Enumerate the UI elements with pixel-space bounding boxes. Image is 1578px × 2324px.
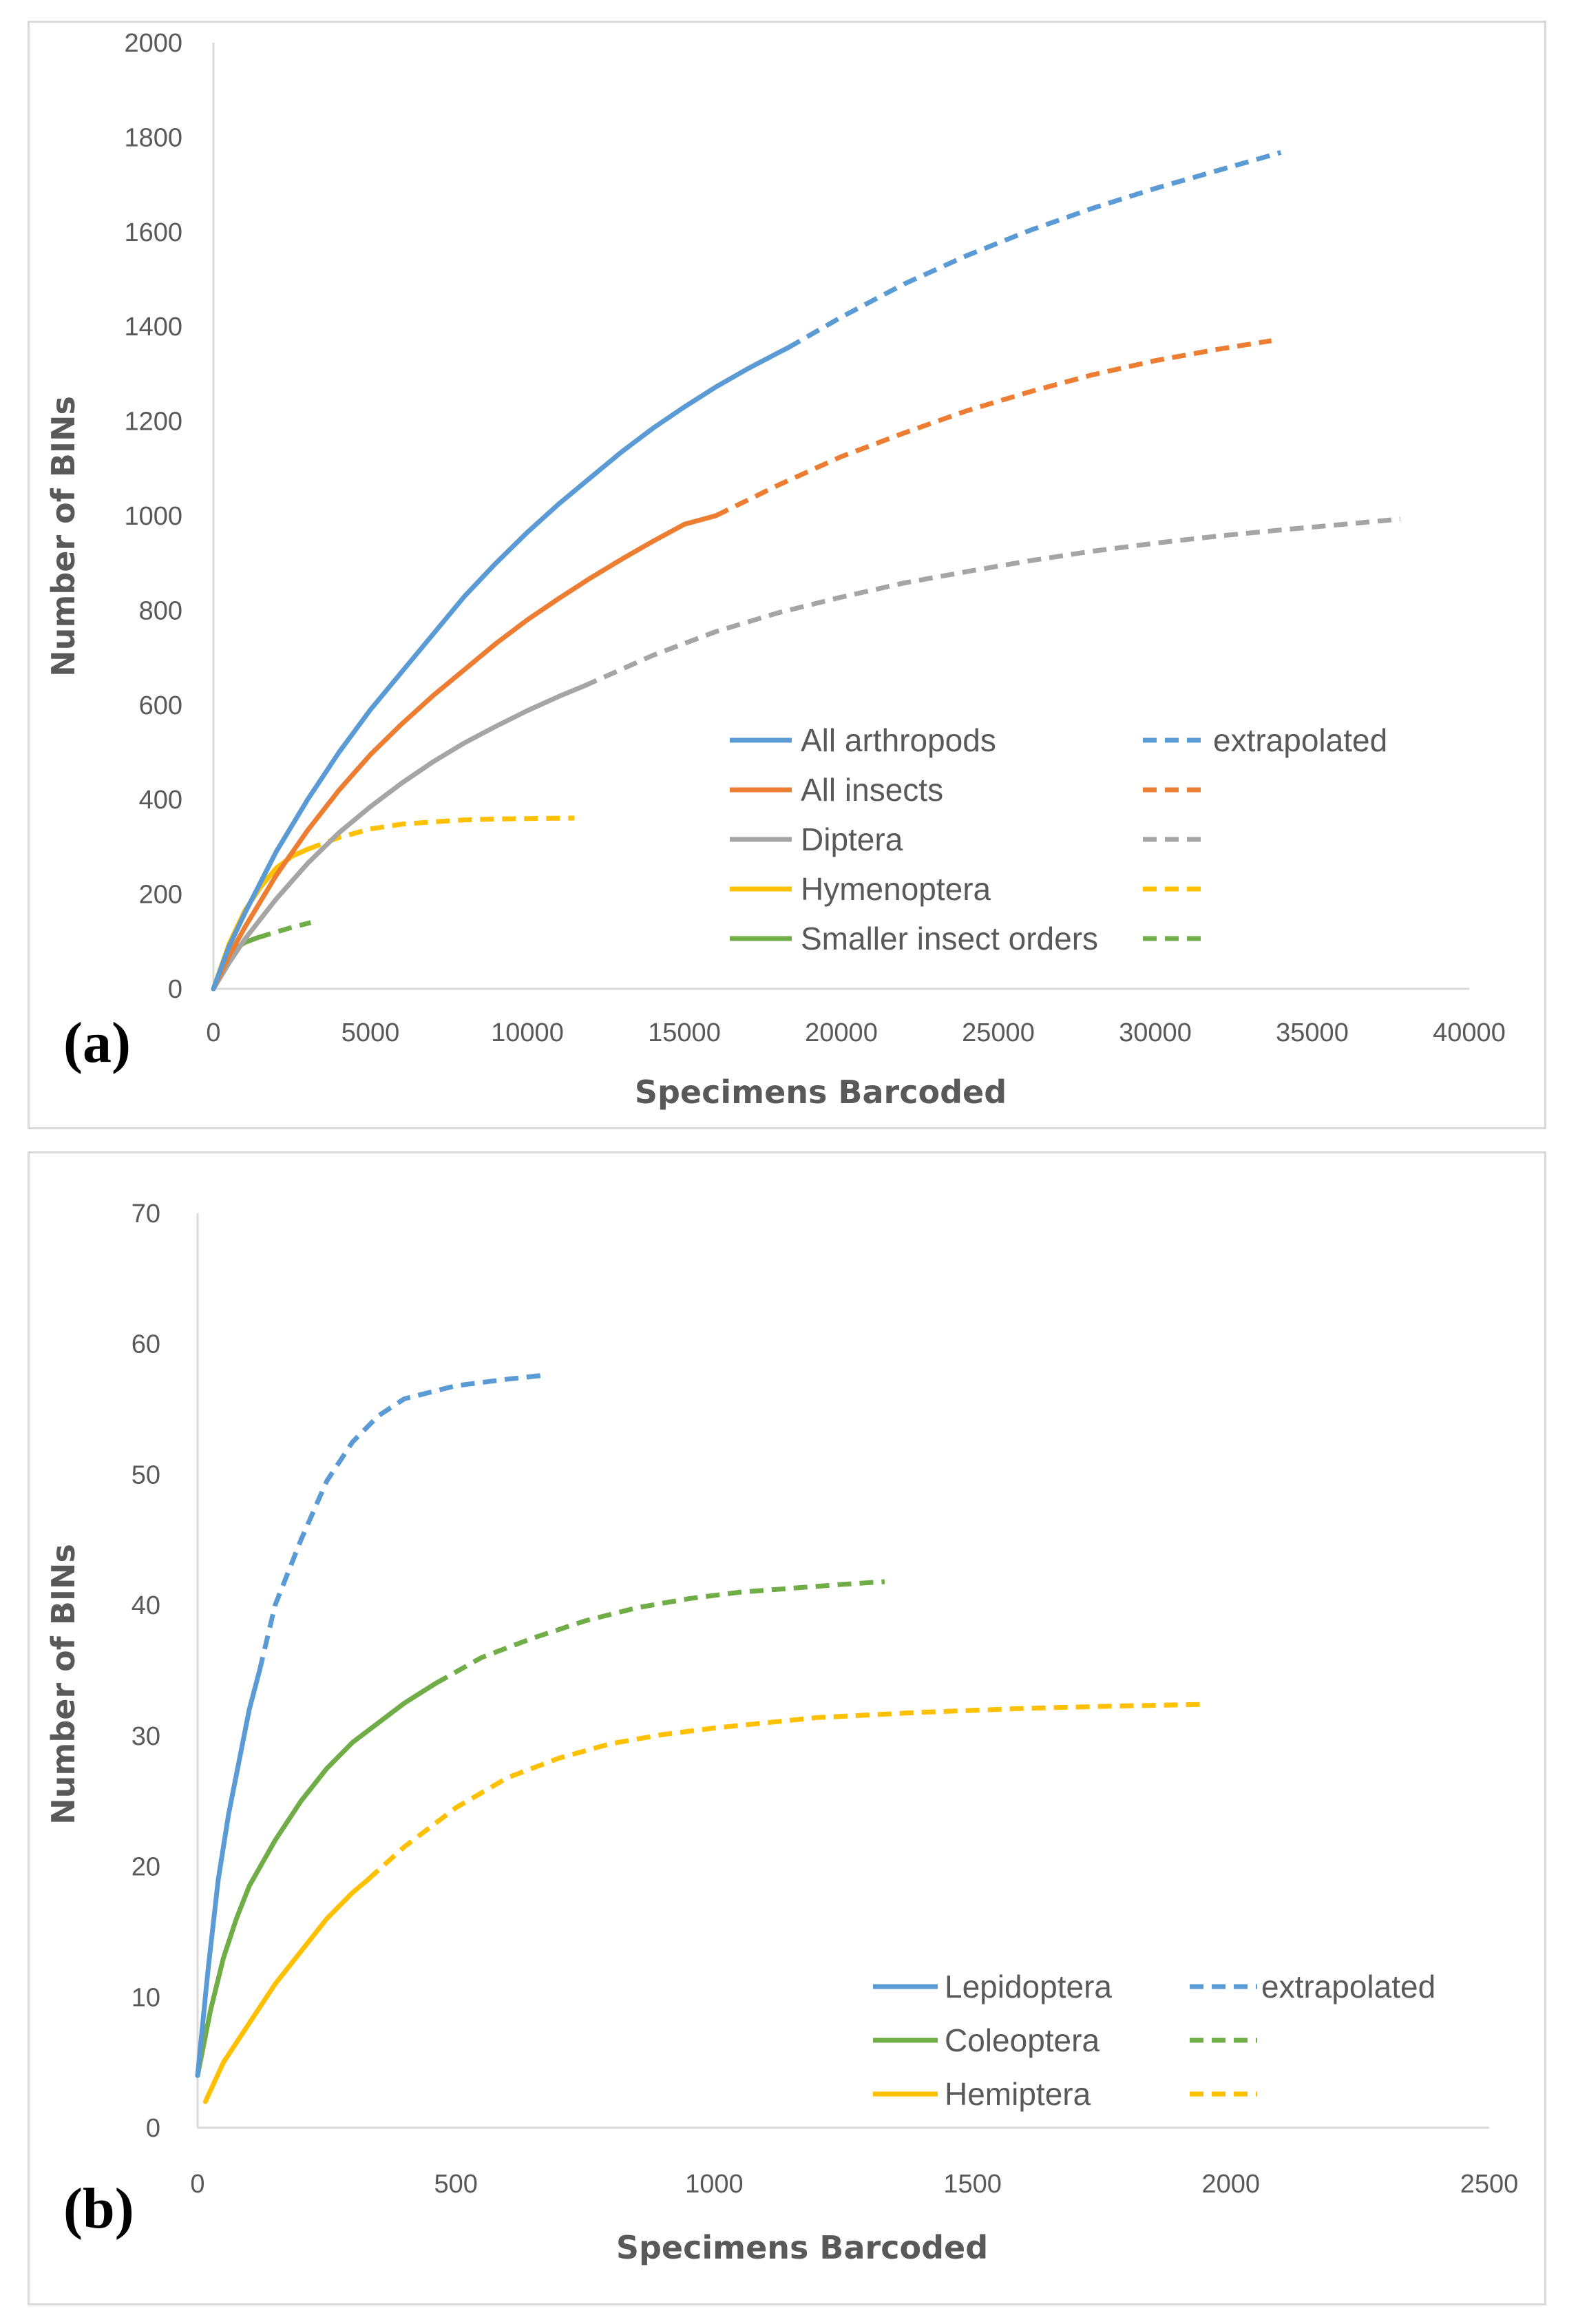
- y-tick-label: 70: [132, 1200, 160, 1228]
- legend-entry-label: All insects: [801, 772, 943, 808]
- y-tick-label: 40: [132, 1591, 160, 1620]
- x-tick-label: 10000: [491, 1018, 564, 1047]
- y-tick-label: 60: [132, 1330, 160, 1359]
- legend-entry-label: All arthropods: [801, 722, 996, 758]
- y-tick-label: 800: [139, 596, 182, 625]
- y-tick-label: 600: [139, 691, 182, 720]
- y-tick-label: 20: [132, 1853, 160, 1882]
- x-tick-label: 40000: [1433, 1018, 1506, 1047]
- x-tick-label: 15000: [648, 1018, 721, 1047]
- x-tick-label: 5000: [341, 1018, 400, 1047]
- series-extrapolated-line: [257, 1372, 545, 1671]
- y-tick-label: 10: [132, 1983, 160, 2012]
- panel-label: (b): [63, 2177, 134, 2241]
- x-tick-label: 30000: [1119, 1018, 1192, 1047]
- series-observed-line: [195, 1668, 262, 2078]
- series-observed-line: [195, 1681, 438, 2078]
- y-axis-title: Number of BINs: [45, 396, 82, 677]
- y-tick-label: 50: [132, 1461, 160, 1489]
- x-tick-label: 1000: [685, 2170, 744, 2199]
- series-observed-line: [211, 513, 719, 992]
- y-tick-label: 1800: [124, 123, 182, 152]
- x-tick-label: 0: [206, 1018, 220, 1047]
- series-extrapolated-line: [434, 1579, 885, 1686]
- legend-entry-label: Hemiptera: [945, 2076, 1091, 2112]
- legend-entry-label: Hymenoptera: [801, 871, 991, 907]
- panel-b-frame: [28, 1151, 1546, 2305]
- x-tick-label: 20000: [805, 1018, 878, 1047]
- series-extrapolated-line: [582, 516, 1401, 689]
- series-extrapolated-line: [366, 1702, 1200, 1882]
- series-extrapolated-line: [715, 338, 1272, 519]
- y-tick-label: 0: [168, 975, 182, 1004]
- x-tick-label: 2000: [1202, 2170, 1261, 2199]
- y-tick-label: 1200: [124, 408, 182, 437]
- x-tick-label: 500: [434, 2170, 477, 2199]
- series-extrapolated-line: [306, 815, 575, 852]
- y-tick-label: 0: [146, 2114, 160, 2143]
- x-tick-label: 1500: [943, 2170, 1002, 2199]
- chart-panel-b: 0 10 20 30 40 50 60 70 0 500 1000 1500 2000 2500 Speci…: [45, 1200, 1518, 2266]
- y-tick-label: 30: [132, 1722, 160, 1751]
- legend-extrapolated-label: extrapolated: [1213, 722, 1387, 758]
- legend-entry-label: Coleoptera: [945, 2022, 1100, 2058]
- y-tick-label: 1400: [124, 313, 182, 342]
- panel-a-frame: [28, 21, 1546, 1129]
- y-tick-label: 1600: [124, 218, 182, 247]
- series-observed-line: [211, 683, 587, 992]
- x-axis-title: Specimens Barcoded: [616, 2229, 988, 2266]
- legend-entry-label: Lepidoptera: [945, 1969, 1112, 2004]
- panel-label: (a): [63, 1011, 131, 1075]
- x-tick-label: 0: [190, 2170, 204, 2199]
- series-extrapolated-line: [786, 150, 1282, 350]
- series-observed-line: [202, 1877, 371, 2104]
- y-axis-title: Number of BINs: [45, 1544, 82, 1825]
- series-observed-line: [211, 345, 790, 992]
- legend-extrapolated-label: extrapolated: [1261, 1969, 1435, 2004]
- y-tick-label: 200: [139, 881, 182, 910]
- x-tick-label: 25000: [962, 1018, 1035, 1047]
- x-axis-title: Specimens Barcoded: [635, 1074, 1007, 1111]
- y-tick-label: 2000: [124, 29, 182, 58]
- x-tick-label: 35000: [1276, 1018, 1349, 1047]
- series-extrapolated-line: [256, 920, 312, 941]
- legend-entry-label: Smaller insect orders: [801, 921, 1098, 956]
- y-tick-label: 400: [139, 786, 182, 815]
- legend-entry-label: Diptera: [801, 821, 903, 857]
- x-tick-label: 2500: [1460, 2170, 1519, 2199]
- y-tick-label: 1000: [124, 502, 182, 531]
